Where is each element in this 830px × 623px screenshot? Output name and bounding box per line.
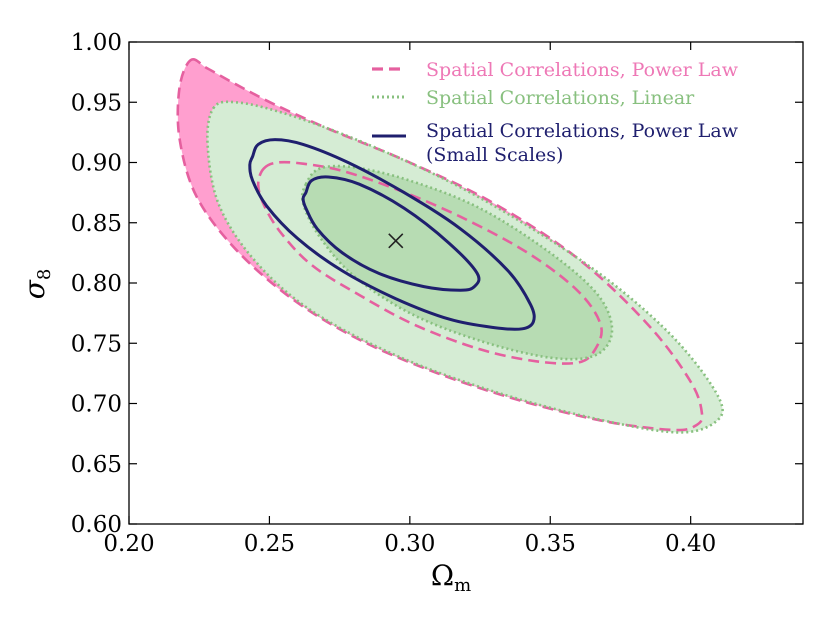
x-tick-label: 0.25 — [244, 531, 295, 557]
legend-label-power-law: Spatial Correlations, Power Law — [426, 59, 739, 81]
x-tick-label: 0.35 — [525, 531, 576, 557]
contour-layer — [176, 58, 724, 434]
y-tick-label: 0.90 — [71, 151, 122, 177]
y-tick-label: 0.65 — [71, 452, 122, 478]
contour-line-dashed-inner — [256, 160, 603, 365]
contour-line-dotted-outer — [206, 100, 724, 434]
contour-line-solid-inner — [301, 175, 481, 292]
y-tick-label: 0.70 — [71, 392, 122, 418]
contour-line-dotted-inner — [300, 164, 614, 361]
y-tick-label: 0.85 — [71, 211, 122, 237]
contour-line-dashed-outer — [176, 58, 704, 432]
x-axis-symbol: Ω — [431, 559, 454, 592]
legend-label-small-scales-line2: (Small Scales) — [426, 144, 563, 166]
x-axis-title: Ωm — [431, 559, 471, 596]
y-axis-title: σ8 — [18, 269, 55, 300]
contour-line-solid-outer — [248, 138, 536, 331]
y-tick-label: 0.80 — [71, 271, 122, 297]
legend-label-linear: Spatial Correlations, Linear — [426, 87, 695, 109]
x-axis-subscript: m — [454, 575, 471, 596]
y-tick-label: 0.75 — [71, 331, 122, 357]
best-fit-stroke-b — [388, 233, 404, 249]
y-tick-label: 1.00 — [71, 30, 122, 56]
y-axis-symbol: σ — [18, 279, 51, 299]
y-tick-label: 0.95 — [71, 90, 122, 116]
x-tick-label: 0.20 — [103, 531, 154, 557]
best-fit-marker — [388, 233, 404, 249]
legend-label-small-scales: Spatial Correlations, Power Law — [426, 120, 739, 142]
x-tick-label: 0.40 — [665, 531, 716, 557]
y-axis-ticks: 0.60 0.65 0.70 0.75 0.80 0.85 0.90 0.95 1.00 — [71, 30, 803, 538]
y-axis-subscript: 8 — [34, 269, 55, 280]
x-tick-label: 0.30 — [384, 531, 435, 557]
legend: Spatial Correlations, Power Law Spatial … — [372, 59, 739, 166]
y-tick-label: 0.60 — [71, 512, 122, 538]
x-axis-ticks: 0.20 0.25 0.30 0.35 0.40 — [103, 42, 716, 557]
